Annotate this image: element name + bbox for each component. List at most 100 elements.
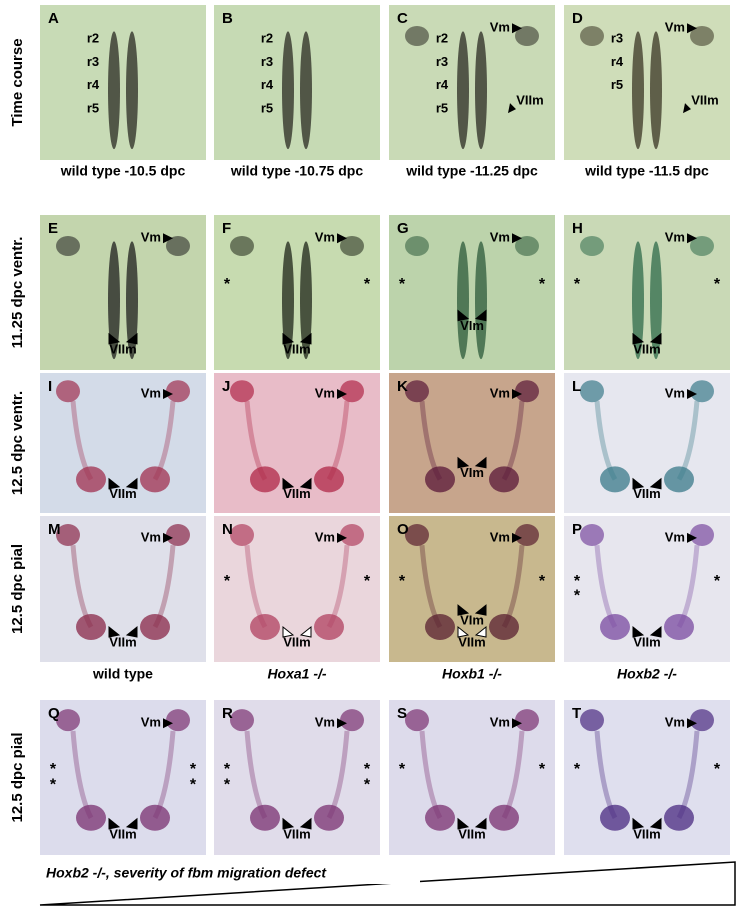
panel-annotation: r5	[436, 100, 448, 115]
stain	[405, 236, 429, 256]
stain-stream	[501, 544, 525, 629]
stage-caption: wild type -11.25 dpc	[405, 163, 538, 179]
stain	[250, 804, 280, 831]
stain-stream	[419, 400, 443, 481]
panel-letter: R	[222, 705, 233, 722]
panel-annotation: r4	[87, 77, 100, 92]
genotype-caption: Hoxb1 -/-	[442, 666, 502, 682]
stain	[580, 709, 604, 732]
panel-annotation: r3	[611, 31, 623, 46]
arrowhead	[299, 477, 312, 490]
stain-stream	[70, 400, 94, 481]
panel-annotation: r3	[436, 54, 448, 69]
arrowhead	[282, 817, 295, 830]
stain	[126, 241, 138, 360]
panel-letter: I	[48, 378, 52, 395]
stain	[166, 236, 190, 256]
arrowhead	[163, 233, 173, 244]
genotype-caption: Hoxb2 -/-	[617, 666, 677, 682]
stain	[56, 236, 80, 256]
panels: Time course 11.25 dpc ventr. 12.5 dpc vent…	[9, 5, 730, 855]
stain	[664, 613, 694, 640]
panel-annotation: Vm	[490, 529, 510, 544]
panel-letter: D	[572, 10, 583, 27]
panel-annotation: *	[399, 573, 406, 590]
wedge-label-bg	[40, 862, 420, 884]
panel-annotation: r2	[261, 31, 273, 46]
stain	[300, 31, 312, 150]
arrowhead	[108, 817, 121, 830]
stain	[600, 804, 630, 831]
arrowhead	[337, 532, 347, 543]
arrowhead	[163, 718, 173, 729]
panel-annotation: *	[190, 776, 197, 793]
arrowhead	[457, 625, 470, 638]
panel-annotation: Vm	[490, 230, 510, 245]
stain	[489, 804, 519, 831]
panel-annotation: *	[714, 573, 721, 590]
arrowhead	[299, 625, 312, 638]
panel-annotation: *	[539, 276, 546, 293]
stain-stream	[501, 400, 525, 481]
panel-annotation: VIIm	[633, 826, 660, 841]
stain	[600, 613, 630, 640]
arrowhead	[687, 532, 697, 543]
stain-stream	[501, 730, 525, 819]
stain	[230, 380, 254, 403]
arrowhead	[299, 817, 312, 830]
panel-annotation: VIm	[460, 465, 484, 480]
panel-annotation: r2	[436, 31, 448, 46]
panel-letter: A	[48, 10, 59, 27]
stain	[126, 31, 138, 150]
stain	[140, 613, 170, 640]
stain	[580, 380, 604, 403]
panel-annotation: r5	[261, 100, 273, 115]
stain-stream	[244, 400, 268, 481]
stain	[425, 613, 455, 640]
arrowhead	[474, 604, 487, 616]
arrowhead	[457, 604, 470, 616]
panel-annotation: *	[364, 761, 371, 778]
arrowhead	[337, 233, 347, 244]
stain	[340, 709, 364, 732]
panel-annotation: *	[224, 573, 231, 590]
arrowhead	[282, 625, 295, 638]
stain	[56, 380, 80, 403]
panel-annotation: *	[224, 761, 231, 778]
stain	[664, 466, 694, 493]
stain	[282, 31, 294, 150]
stain	[140, 804, 170, 831]
stain	[600, 466, 630, 493]
panel-annotation: Vm	[141, 529, 161, 544]
stain	[340, 380, 364, 403]
panel-annotation: Vm	[315, 715, 335, 730]
stain	[108, 241, 120, 360]
panel-annotation: *	[364, 276, 371, 293]
arrowhead	[474, 817, 487, 830]
panel-annotation: VIIm	[283, 826, 310, 841]
stain-stream	[676, 400, 700, 481]
stain	[140, 466, 170, 493]
arrowhead	[337, 718, 347, 729]
stain	[340, 523, 364, 546]
arrowhead	[337, 389, 347, 399]
stain-stream	[326, 730, 350, 819]
panel-annotation: Vm	[490, 385, 510, 400]
arrowhead	[457, 817, 470, 830]
stain	[489, 613, 519, 640]
panel-annotation: VIIm	[458, 634, 485, 649]
stain	[690, 236, 714, 256]
panel-annotation: r3	[87, 54, 99, 69]
panel-annotation: VIIm	[516, 93, 543, 108]
arrowhead	[649, 817, 662, 830]
stain	[632, 31, 644, 150]
row-label: 11.25 dpc ventr.	[9, 237, 26, 349]
stain-stream	[676, 730, 700, 819]
stain	[314, 613, 344, 640]
panel-annotation: VIIm	[283, 486, 310, 501]
stain-stream	[419, 730, 443, 819]
stain	[56, 709, 80, 732]
panel-letter: N	[222, 521, 233, 538]
arrowhead	[649, 332, 662, 345]
panel-annotation: *	[50, 776, 57, 793]
